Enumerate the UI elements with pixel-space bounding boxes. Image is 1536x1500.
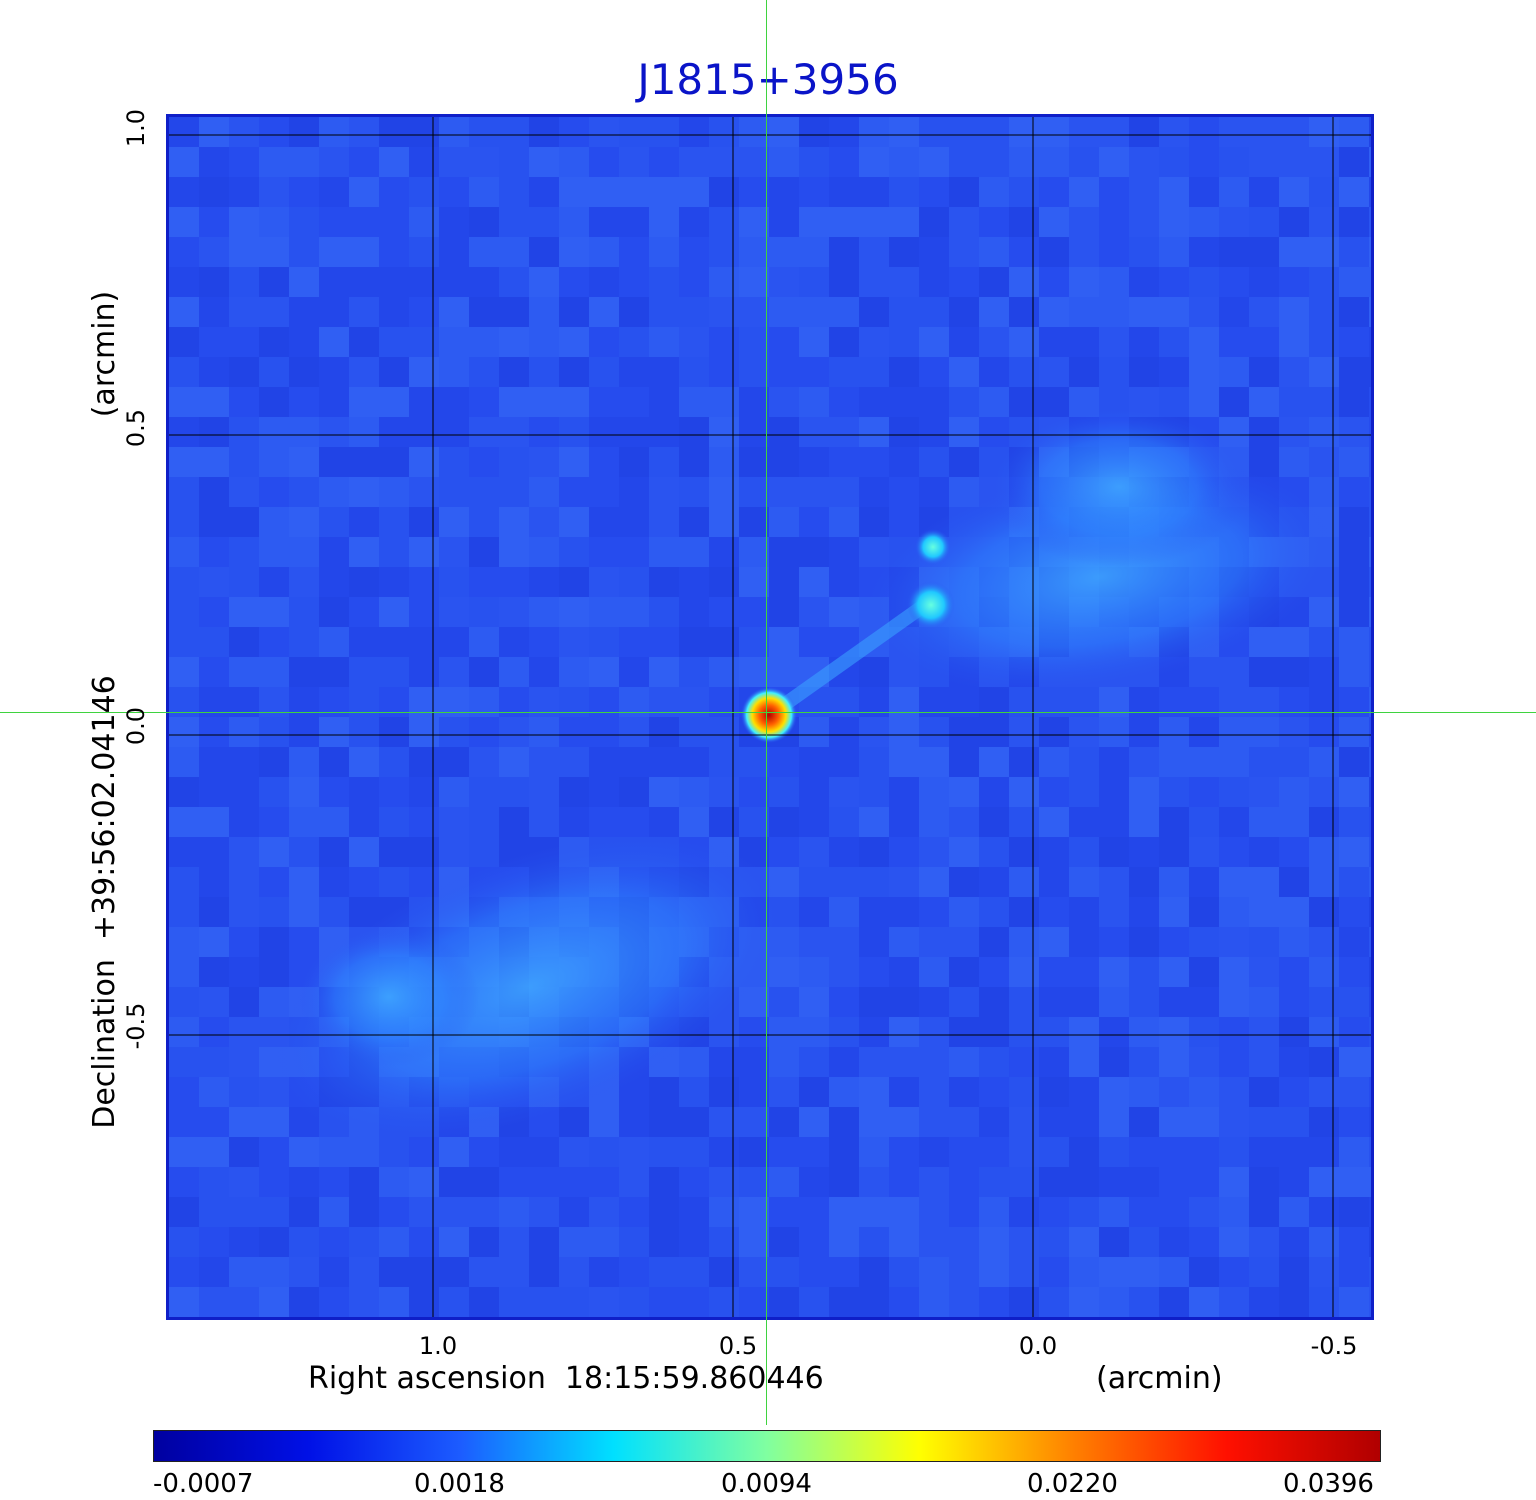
north-lobe-hotspot bbox=[989, 407, 1249, 567]
colorbar bbox=[153, 1430, 1381, 1462]
south-lobe-hotspot bbox=[299, 927, 479, 1067]
coordinate-grid bbox=[169, 117, 1371, 1317]
jet-knot-1 bbox=[907, 581, 955, 629]
jet bbox=[769, 596, 934, 718]
x-tick-label: 1.0 bbox=[418, 1332, 458, 1360]
crosshair-horizontal bbox=[0, 712, 1536, 713]
y-tick-label: 0.5 bbox=[122, 408, 150, 448]
y-tick-label: 0.0 bbox=[122, 706, 150, 746]
colorbar-label: 0.0018 bbox=[414, 1469, 505, 1499]
jet-knot-2 bbox=[915, 529, 951, 565]
colorbar-label: 0.0094 bbox=[721, 1469, 812, 1499]
radio-core bbox=[741, 687, 797, 743]
x-axis-label: Right ascension 18:15:59.860446 bbox=[308, 1361, 824, 1396]
x-tick-label: 0.5 bbox=[718, 1332, 758, 1360]
y-axis-label: Declination +39:56:02.04146 bbox=[87, 675, 122, 1129]
x-tick-label: -0.5 bbox=[1310, 1332, 1358, 1360]
sky-image-panel[interactable] bbox=[166, 114, 1374, 1320]
y-tick-label: 1.0 bbox=[122, 108, 150, 148]
image-title: J1815+3956 bbox=[637, 55, 899, 104]
colorbar-label: 0.0220 bbox=[1027, 1469, 1118, 1499]
colorbar-label: -0.0007 bbox=[153, 1469, 254, 1499]
radio-map[interactable] bbox=[169, 117, 1371, 1317]
x-tick-label: 0.0 bbox=[1018, 1332, 1058, 1360]
y-axis-unit: (arcmin) bbox=[87, 290, 122, 418]
colorbar-label: 0.0396 bbox=[1283, 1469, 1374, 1499]
y-tick-label: -0.5 bbox=[122, 1002, 150, 1050]
x-axis-unit: (arcmin) bbox=[1096, 1361, 1223, 1396]
